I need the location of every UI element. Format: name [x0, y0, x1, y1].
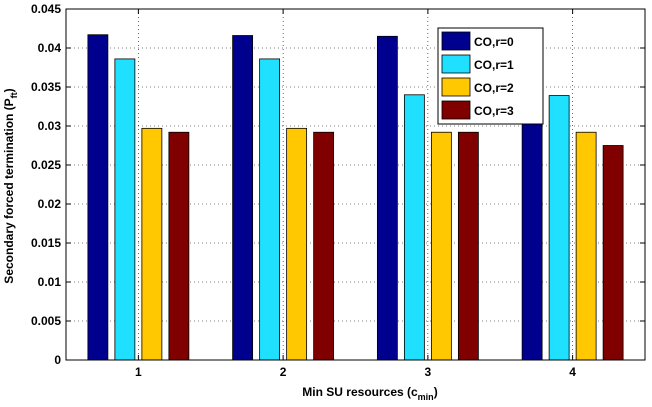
legend: CO,r=0 CO,r=1 CO,r=2 CO,r=3 — [437, 27, 544, 125]
x-axis-label: Min SU resources (cmin) — [302, 385, 437, 402]
bar-co-r-1-cat-1 — [114, 58, 136, 361]
bar-co-r-1-cat-3 — [403, 94, 425, 361]
bar-co-r-2-cat-1 — [141, 127, 163, 361]
plot-frame — [65, 8, 646, 361]
legend-swatch — [441, 77, 471, 97]
legend-label: CO,r=1 — [474, 58, 514, 72]
y-tick-label: 0.025 — [31, 158, 61, 172]
grid-lines — [66, 9, 645, 360]
legend-swatch — [441, 100, 471, 120]
y-tick-label: 0.03 — [38, 119, 62, 133]
legend-swatch — [441, 54, 471, 74]
bar-co-r-0-cat-1 — [87, 34, 109, 361]
bars — [87, 34, 624, 361]
legend-label: CO,r=3 — [474, 104, 514, 118]
y-tick-label: 0.045 — [31, 2, 61, 16]
bar-co-r-2-cat-3 — [430, 131, 452, 361]
y-tick-label: 0.035 — [31, 80, 61, 94]
x-tick-label: 3 — [425, 365, 432, 379]
bar-co-r-1-cat-4 — [548, 95, 570, 361]
x-tick-label: 2 — [280, 365, 287, 379]
legend-swatch — [441, 31, 471, 51]
legend-label: CO,r=2 — [474, 81, 514, 95]
bar-co-r-3-cat-3 — [457, 131, 479, 361]
bar-co-r-2-cat-4 — [575, 131, 597, 361]
y-tick-label: 0.005 — [31, 314, 61, 328]
x-tick-label: 1 — [135, 365, 142, 379]
y-tick-label: 0.02 — [38, 197, 62, 211]
y-tick-label: 0 — [54, 353, 61, 367]
bar-co-r-3-cat-2 — [313, 131, 335, 361]
bar-co-r-1-cat-2 — [259, 58, 281, 361]
x-ticks: 1 2 3 4 — [135, 9, 576, 379]
bar-co-r-3-cat-4 — [602, 145, 624, 361]
bar-co-r-2-cat-2 — [286, 127, 308, 361]
legend-label: CO,r=0 — [474, 35, 514, 49]
y-tick-label: 0.015 — [31, 236, 61, 250]
bar-co-r-3-cat-1 — [168, 131, 190, 361]
y-ticks: 0 0.005 0.01 0.015 0.02 0.025 0.03 0.035 0.04 0.0… — [31, 2, 645, 367]
y-axis-label: Secondary forced termination (Pft) — [2, 88, 19, 283]
bar-co-r-0-cat-3 — [376, 35, 398, 361]
y-tick-label: 0.04 — [38, 41, 62, 55]
y-tick-label: 0.01 — [38, 275, 62, 289]
bar-co-r-0-cat-2 — [232, 35, 254, 361]
x-tick-label: 4 — [569, 365, 576, 379]
